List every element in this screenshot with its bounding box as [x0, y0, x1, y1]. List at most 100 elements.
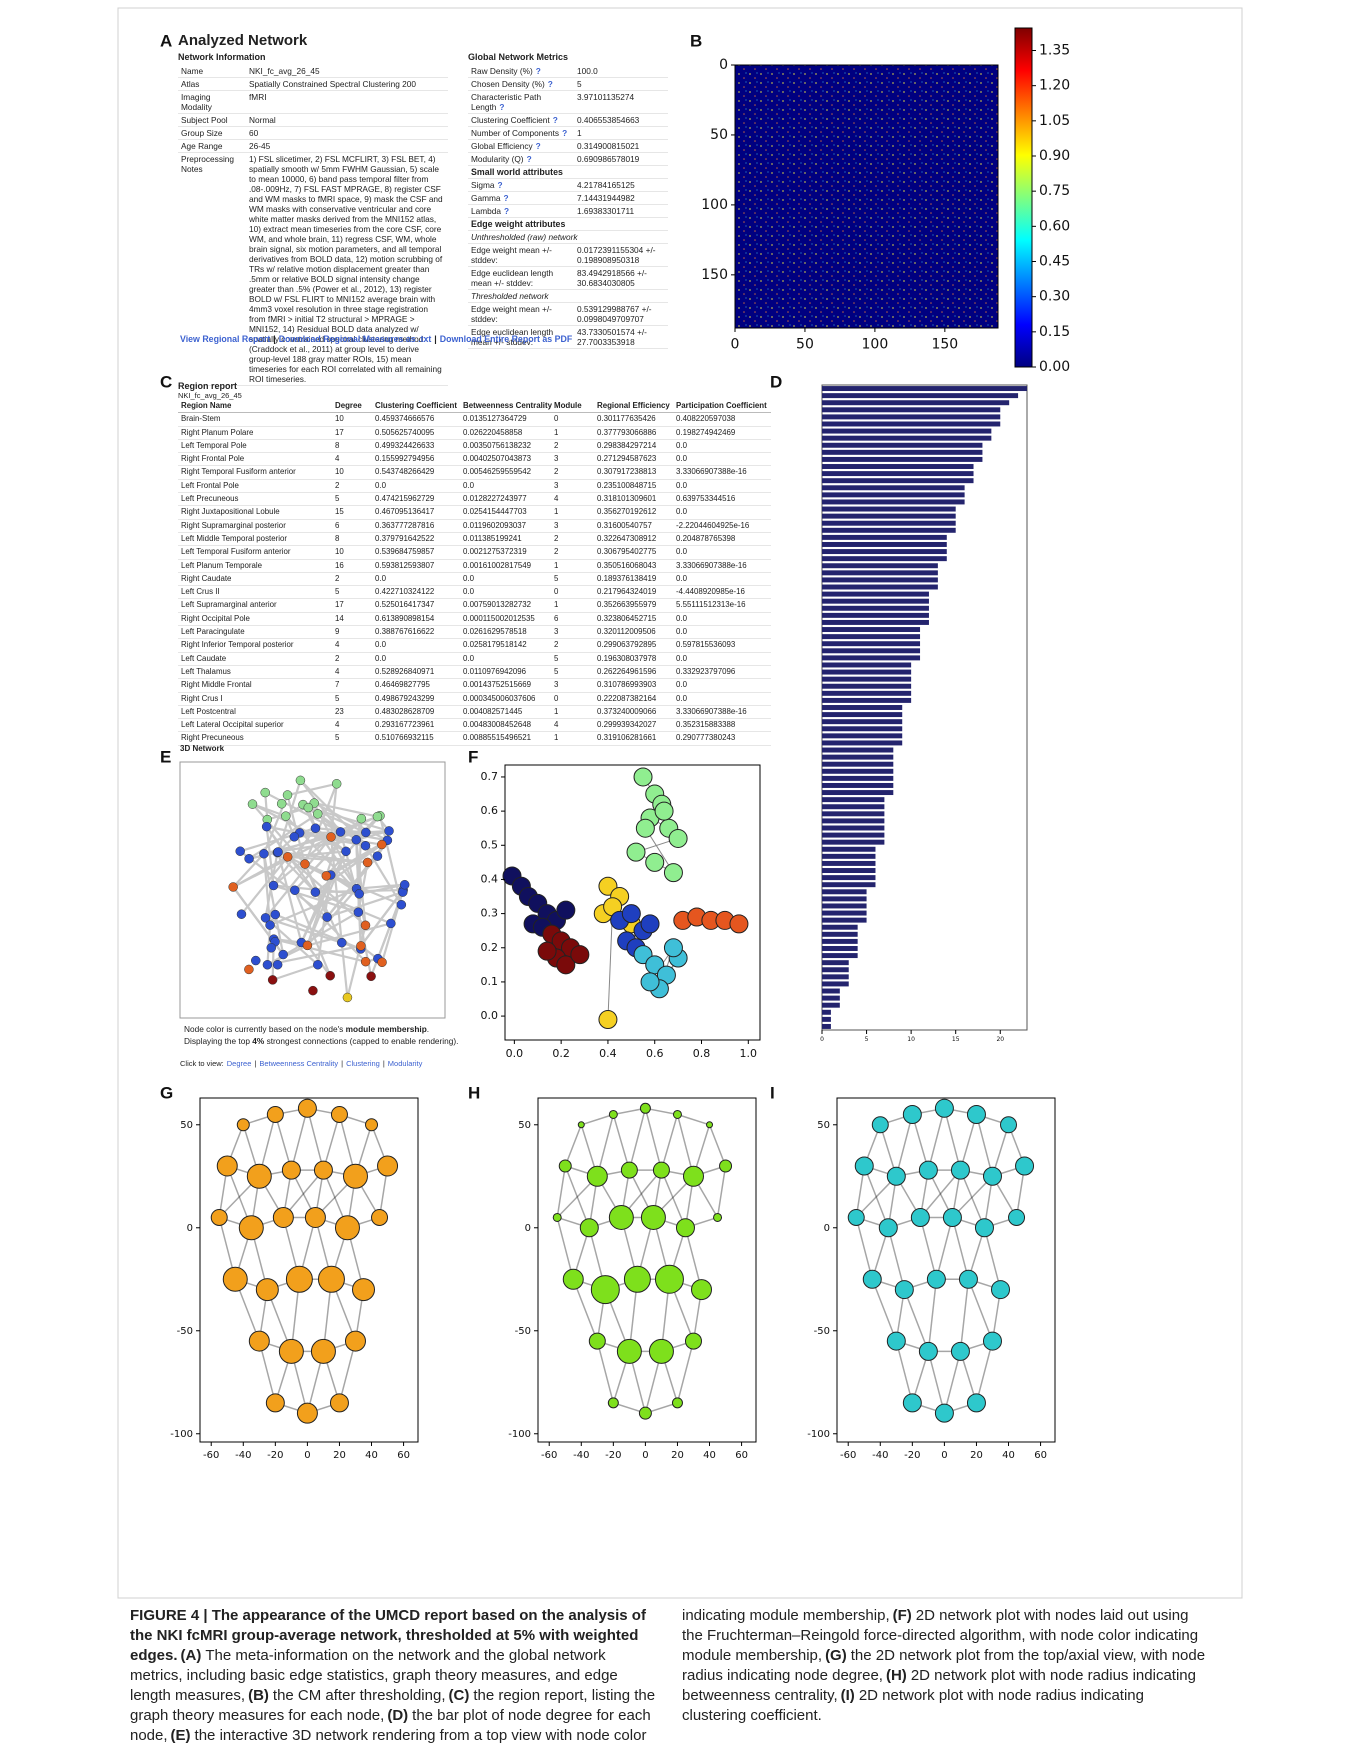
region-cell: 0.0 — [372, 572, 460, 585]
region-cell: 0.422710324122 — [372, 586, 460, 599]
panel-letter: H — [468, 1083, 480, 1102]
region-cell: 0.155992794956 — [372, 453, 460, 466]
x-tick-label: -20 — [605, 1450, 621, 1461]
x-tick-label: 0 — [642, 1450, 648, 1461]
region-column-header: Region Name — [178, 400, 332, 413]
network-node — [266, 1394, 284, 1412]
region-cell: 5 — [551, 665, 594, 678]
region-cell: 0.474215962729 — [372, 493, 460, 506]
help-icon: ? — [536, 141, 541, 151]
network-node — [267, 1106, 283, 1122]
region-cell: 3 — [551, 479, 594, 492]
network-node — [378, 1156, 398, 1176]
bar — [822, 925, 858, 930]
region-cell: 0.356270192612 — [594, 506, 673, 519]
region-cell: 0.00885515496521 — [460, 732, 551, 745]
region-cell: 10 — [332, 546, 372, 559]
y-tick-label: 150 — [701, 267, 728, 283]
decor-node — [336, 827, 345, 836]
decor-node — [267, 943, 276, 952]
note-text: strongest connections (capped to enable … — [264, 1036, 458, 1046]
network-node — [676, 1219, 694, 1237]
network-node — [919, 1342, 937, 1360]
decor-node — [313, 960, 322, 969]
network-node — [683, 1166, 703, 1186]
metrics-label-cell: Characteristic Path Length? — [468, 91, 574, 114]
report-link[interactable]: Download Entire Report as PDF — [440, 334, 572, 344]
report-link[interactable]: View Regional Report — [180, 334, 270, 344]
panel-letter: B — [690, 31, 702, 50]
caption-label: (H) — [886, 1667, 907, 1684]
network-node — [943, 1208, 961, 1226]
metrics-row: Edge euclidean length mean +/- stddev:83… — [468, 267, 668, 290]
metrics-section: Small world attributes — [468, 166, 668, 179]
bar — [822, 542, 947, 547]
metrics-label-cell: Number of Components? — [468, 127, 574, 140]
bar — [822, 698, 911, 703]
decor-node — [326, 971, 335, 980]
x-tick-label: 60 — [735, 1450, 748, 1461]
network-node — [730, 915, 748, 933]
network-node — [599, 1011, 617, 1029]
region-subtitle: NKI_fc_avg_26_45 — [178, 391, 738, 400]
bar — [822, 422, 1000, 427]
decor-node — [354, 908, 363, 917]
bar — [822, 989, 840, 994]
help-icon: ? — [553, 115, 558, 125]
x-tick-label: -40 — [573, 1450, 589, 1461]
region-cell: 2 — [332, 652, 372, 665]
network-node — [636, 819, 654, 837]
metrics-label-cell: Global Efficiency? — [468, 140, 574, 153]
network-node — [640, 1103, 650, 1113]
region-cell: 0.204878765398 — [673, 532, 771, 545]
y-tick-label: 0.1 — [481, 975, 499, 988]
region-cell: 2 — [332, 572, 372, 585]
view-link[interactable]: Betweenness Centrality — [259, 1059, 338, 1068]
network-node — [911, 1208, 929, 1226]
region-cell: 0.299939342027 — [594, 719, 673, 732]
region-cell: Right Frontal Pole — [178, 453, 332, 466]
metrics-row: Clustering Coefficient?0.406553854663 — [468, 114, 668, 127]
metrics-label: Number of Components — [471, 128, 559, 138]
region-cell: 3.33066907388e-16 — [673, 466, 771, 479]
region-cell: 0 — [551, 586, 594, 599]
network-node — [919, 1161, 937, 1179]
bar — [822, 953, 858, 958]
x-tick-label: 100 — [862, 337, 889, 353]
info-row: Imaging ModalityfMRI — [178, 91, 448, 114]
metrics-value: 43.7330501574 +/- 27.7003353918 — [574, 326, 668, 349]
caption-label: (E) — [171, 1727, 191, 1744]
bar — [822, 854, 875, 859]
note-text: Displaying the top — [184, 1036, 252, 1046]
view-link[interactable]: Modularity — [388, 1059, 423, 1068]
metrics-value: 0.314900815021 — [574, 140, 668, 153]
y-tick-label: -50 — [515, 1326, 531, 1337]
region-cell: 0.379791642522 — [372, 532, 460, 545]
region-cell: 2 — [551, 439, 594, 452]
region-cell: 0.0021275372319 — [460, 546, 551, 559]
bar — [822, 868, 875, 873]
caption-label: (D) — [387, 1707, 408, 1724]
region-report: Region reportNKI_fc_avg_26_45Region Name… — [178, 381, 738, 746]
region-cell: 0.593812593807 — [372, 559, 460, 572]
bar — [822, 400, 1009, 405]
region-cell: 4 — [332, 665, 372, 678]
metrics-row: Sigma?4.21784165125 — [468, 179, 668, 192]
network-node — [653, 1162, 669, 1178]
region-cell: 5 — [332, 692, 372, 705]
network-node — [887, 1332, 905, 1350]
region-row: Right Planum Polare170.5056257400950.026… — [178, 426, 771, 439]
region-cell: 0.467095136417 — [372, 506, 460, 519]
y-tick-label: 0.4 — [481, 872, 499, 885]
decor-node — [259, 849, 268, 858]
network-node — [1001, 1117, 1017, 1133]
region-cell: Right Middle Frontal — [178, 679, 332, 692]
report-link[interactable]: Download Regional Measures as .txt — [279, 334, 432, 344]
bar — [822, 414, 1000, 419]
view-link[interactable]: Clustering — [346, 1059, 380, 1068]
network-node — [895, 1281, 913, 1299]
view-link[interactable]: Degree — [227, 1059, 252, 1068]
region-cell: 3 — [551, 626, 594, 639]
network-node — [580, 1219, 598, 1237]
decor-node — [332, 779, 341, 788]
